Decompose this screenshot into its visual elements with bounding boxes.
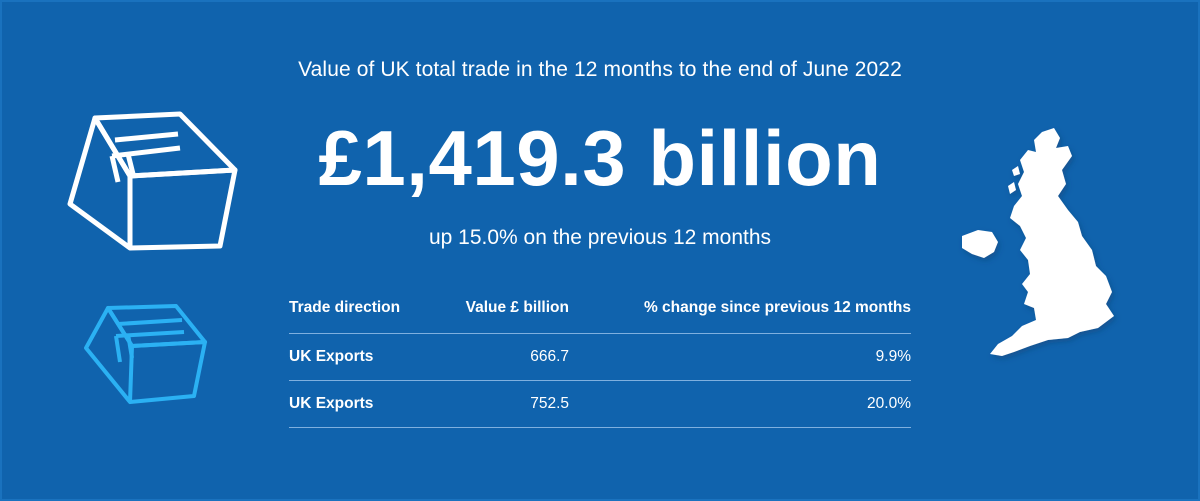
- trade-table: Trade direction Value £ billion % change…: [289, 292, 911, 428]
- trade-direction-cell: UK Exports: [289, 333, 449, 381]
- column-header-change: % change since previous 12 months: [643, 299, 911, 316]
- column-header-direction: Trade direction: [289, 299, 401, 316]
- trade-change-cell: 20.0%: [569, 380, 911, 428]
- table-row: UK Exports 666.7 9.9%: [289, 333, 911, 381]
- trade-direction-cell: UK Exports: [289, 380, 449, 428]
- infographic-subtitle: Value of UK total trade in the 12 months…: [298, 58, 902, 81]
- uk-map-icon: [962, 128, 1114, 356]
- table-row: UK Exports 752.5 20.0%: [289, 380, 911, 428]
- change-note: up 15.0% on the previous 12 months: [428, 226, 772, 249]
- table-header-row: Trade direction Value £ billion % change…: [289, 292, 911, 334]
- total-trade-value: £1,419.3 billion: [318, 114, 882, 202]
- package-box-icon: [84, 304, 207, 404]
- column-header-value: Value £ billion: [465, 299, 569, 316]
- trade-value-cell: 752.5: [449, 380, 569, 428]
- trade-change-cell: 9.9%: [569, 333, 911, 381]
- trade-value-cell: 666.7: [449, 333, 569, 381]
- package-box-icon: [67, 111, 238, 251]
